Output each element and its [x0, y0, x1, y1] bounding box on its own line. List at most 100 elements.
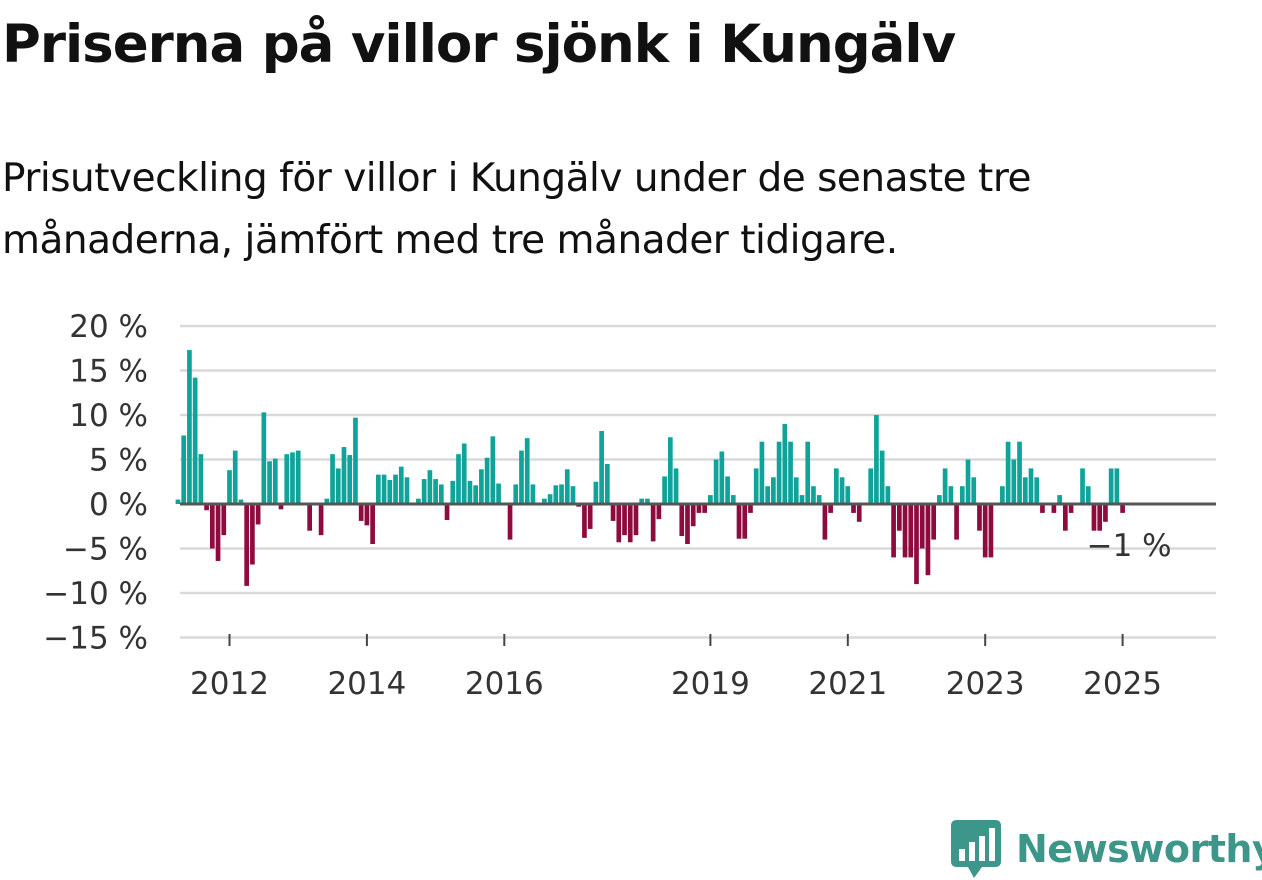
- bar: [639, 498, 645, 504]
- bar: [553, 485, 559, 504]
- bar: [793, 477, 799, 504]
- bar: [725, 476, 730, 504]
- bar: [479, 469, 484, 504]
- bar: [175, 499, 181, 504]
- bar: [393, 474, 398, 504]
- bar: [942, 468, 948, 504]
- bar: [318, 504, 324, 536]
- bar: [788, 441, 793, 504]
- bar: [782, 423, 788, 504]
- bar: [982, 504, 988, 558]
- bar: [347, 455, 353, 504]
- bar: [771, 477, 776, 504]
- bar: [645, 498, 650, 504]
- bar: [834, 468, 839, 504]
- bar: [1028, 468, 1034, 504]
- bar: [376, 474, 381, 504]
- bar: [238, 499, 244, 504]
- bar: [673, 468, 679, 504]
- bar: [925, 504, 931, 576]
- bar: [192, 377, 198, 504]
- bar: [656, 504, 662, 520]
- bar: [353, 417, 358, 504]
- x-axis-ticks: 2012 2014 2016 2019 2021 2023 2025: [190, 634, 1162, 702]
- bar: [461, 443, 467, 504]
- bar: [690, 504, 696, 527]
- y-tick-label: 15 %: [69, 354, 148, 390]
- bar: [805, 441, 811, 504]
- bar: [599, 431, 604, 504]
- bar: [708, 495, 713, 504]
- bar: [633, 504, 639, 536]
- bar: [902, 504, 908, 558]
- bar: [467, 480, 473, 504]
- bar: [444, 504, 450, 521]
- bar: [284, 454, 290, 504]
- bar: [610, 504, 616, 521]
- bar: [244, 504, 250, 586]
- bar: [416, 498, 421, 504]
- x-tick-label: 2021: [808, 666, 887, 702]
- bar: [713, 459, 719, 504]
- bar: [1103, 504, 1108, 522]
- bar: [490, 436, 496, 504]
- bar: [307, 504, 312, 531]
- bar: [868, 468, 874, 504]
- bar: [215, 504, 221, 561]
- page-title: Priserna på villor sjönk i Kungälv: [2, 14, 956, 75]
- bar: [513, 484, 519, 504]
- bar: [181, 435, 187, 504]
- bar: [582, 504, 587, 538]
- bar: [341, 447, 347, 504]
- bar: [811, 486, 816, 504]
- bar: [1057, 495, 1062, 504]
- brand-name: Newsworthy: [1016, 827, 1262, 871]
- bar: [1068, 504, 1074, 513]
- bar: [816, 495, 822, 504]
- bar: [616, 504, 622, 543]
- y-tick-label: 5 %: [89, 443, 148, 479]
- bar: [433, 479, 438, 504]
- bar: [937, 495, 942, 504]
- bar: [1005, 441, 1011, 504]
- bar: [1114, 468, 1120, 504]
- y-axis-ticks: 20 % 15 % 10 % 5 % 0 % −5 % −10 % −15 %: [43, 309, 148, 657]
- bar: [198, 454, 204, 504]
- bar: [845, 486, 851, 504]
- bar: [227, 470, 232, 504]
- bar: [593, 481, 599, 504]
- bar: [524, 438, 530, 504]
- bar: [959, 486, 965, 504]
- bar: [1011, 459, 1017, 504]
- bar: [1000, 486, 1005, 504]
- bar: [765, 486, 770, 504]
- bar: [209, 504, 215, 549]
- bar: [404, 477, 410, 504]
- bar: [696, 504, 702, 513]
- bar: [1017, 441, 1022, 504]
- bar: [204, 504, 209, 511]
- y-tick-label: 0 %: [89, 487, 148, 523]
- price-change-chart: 20 %15 %10 %5 %0 %−5 %−10 %−15 % 2012 201…: [43, 309, 1216, 702]
- bar: [1085, 486, 1091, 504]
- bar: [421, 479, 427, 504]
- bar: [272, 458, 278, 504]
- bar: [587, 504, 593, 529]
- bar: [965, 459, 971, 504]
- bar: [977, 504, 982, 531]
- bar: [330, 454, 335, 504]
- bar: [358, 504, 364, 521]
- x-tick-label: 2012: [190, 666, 269, 702]
- y-tick-label: −10 %: [43, 576, 148, 612]
- bar: [221, 504, 227, 536]
- bar: [828, 504, 833, 513]
- bar: [971, 477, 977, 504]
- bar: [559, 484, 564, 504]
- last-value-label: −1 %: [1087, 528, 1172, 564]
- bar: [507, 504, 513, 540]
- bar: [364, 504, 370, 526]
- bar: [748, 504, 753, 513]
- bar: [874, 415, 879, 504]
- bar: [896, 504, 902, 531]
- bar: [387, 479, 393, 504]
